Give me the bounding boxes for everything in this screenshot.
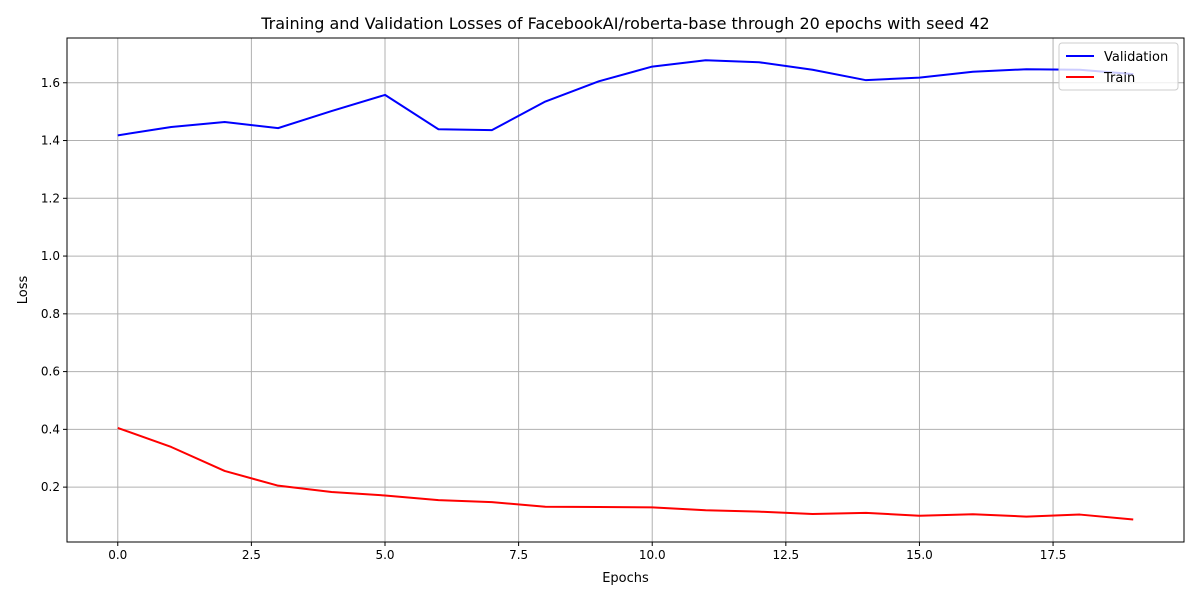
x-tick-label: 15.0 xyxy=(906,548,933,562)
x-tick-label: 0.0 xyxy=(108,548,127,562)
grid-lines xyxy=(67,38,1184,542)
y-tick-label: 0.2 xyxy=(41,480,60,494)
legend-box xyxy=(1058,42,1179,91)
x-axis-label: Epochs xyxy=(602,571,649,586)
y-tick-label: 0.8 xyxy=(41,307,60,321)
x-tick-label: 12.5 xyxy=(772,548,799,562)
y-tick-label: 1.0 xyxy=(41,249,60,263)
y-tick-label: 0.4 xyxy=(41,422,60,436)
series-line-validation xyxy=(117,59,1134,137)
legend-label-train: Train xyxy=(1103,71,1135,86)
x-tick-label: 17.5 xyxy=(1040,548,1067,562)
legend: Validation Train xyxy=(1058,42,1179,91)
x-tick-label: 5.0 xyxy=(375,548,394,562)
y-axis-ticks: 0.2 0.4 0.6 0.8 1.0 1.2 1.4 1.6 xyxy=(41,76,67,494)
legend-label-validation: Validation xyxy=(1104,50,1168,65)
series-line-train xyxy=(117,426,1134,521)
y-tick-label: 1.6 xyxy=(41,76,60,90)
x-tick-label: 7.5 xyxy=(509,548,528,562)
chart-title: Training and Validation Losses of Facebo… xyxy=(260,14,989,33)
y-tick-label: 1.4 xyxy=(41,134,60,148)
y-tick-label: 1.2 xyxy=(41,191,60,205)
y-tick-label: 0.6 xyxy=(41,365,60,379)
series-layer xyxy=(117,59,1134,521)
x-tick-label: 2.5 xyxy=(242,548,261,562)
y-axis-label: Loss xyxy=(16,276,31,305)
plot-area-border xyxy=(66,37,1185,543)
x-axis-ticks: 0.0 2.5 5.0 7.5 10.0 12.5 15.0 17.5 xyxy=(108,542,1066,562)
x-tick-label: 10.0 xyxy=(639,548,666,562)
